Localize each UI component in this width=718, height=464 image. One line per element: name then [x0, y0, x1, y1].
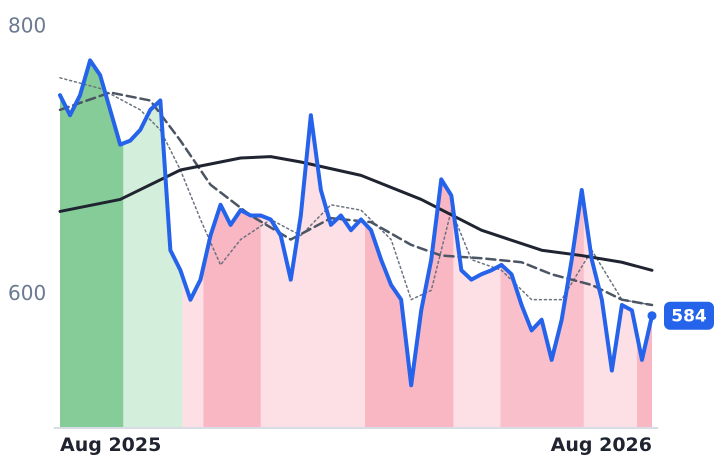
line	[58, 155, 654, 272]
y-tick-label: 600	[8, 281, 46, 305]
region-area	[260, 115, 366, 428]
region-area	[365, 179, 454, 428]
last-point	[647, 311, 657, 321]
line	[58, 91, 654, 307]
last-value-label: 584	[671, 307, 707, 327]
badge-bg	[664, 301, 714, 330]
y-tick-label: 800	[8, 14, 46, 38]
line	[59, 77, 653, 306]
region-area	[636, 315, 652, 428]
region-area	[60, 60, 124, 428]
region-area	[182, 264, 204, 428]
region-area	[203, 204, 262, 428]
x-tick-label: Aug 2025	[60, 434, 161, 456]
region-area	[123, 100, 183, 428]
region-area	[583, 203, 638, 428]
x-tick-label: Aug 2026	[551, 434, 652, 456]
region-area	[500, 190, 585, 428]
region-area	[453, 210, 501, 428]
line	[58, 58, 654, 388]
